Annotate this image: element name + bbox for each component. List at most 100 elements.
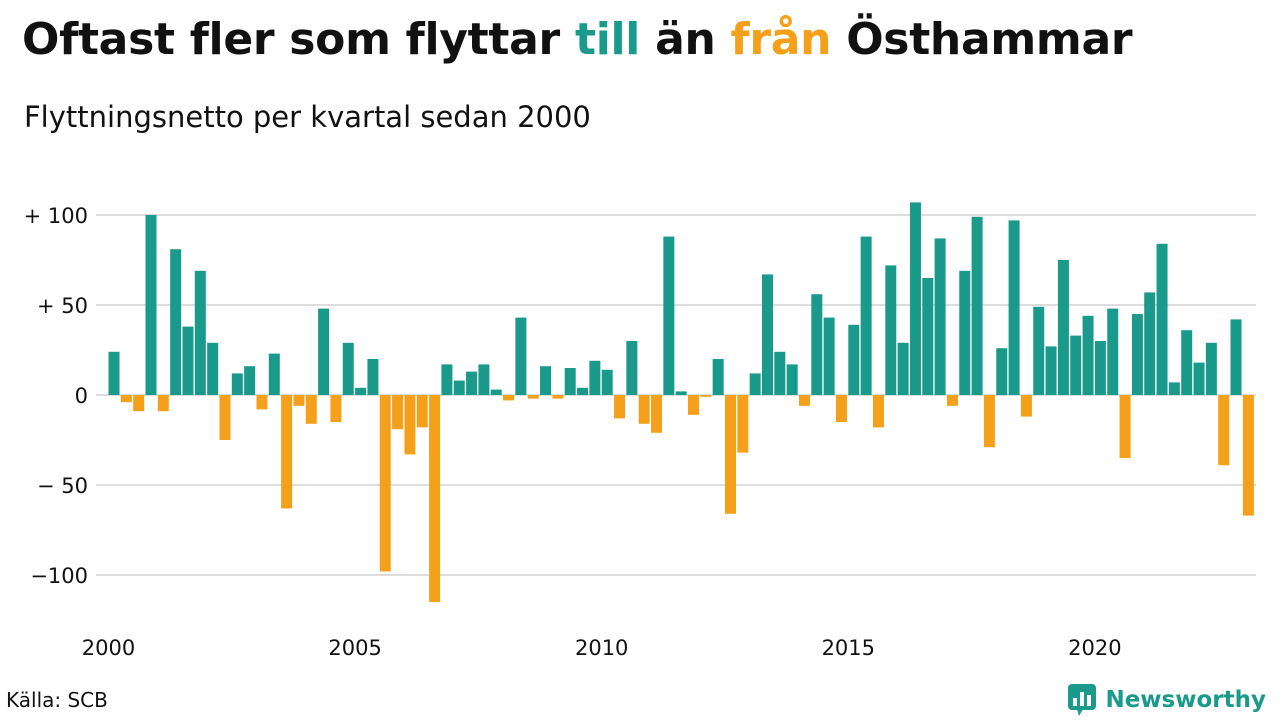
title-part-after: Östhammar bbox=[831, 14, 1133, 65]
bar-2019-k2 bbox=[1057, 260, 1069, 395]
bar-2007-k2 bbox=[466, 371, 478, 395]
bar-2016-k1 bbox=[897, 342, 909, 395]
bar-2001-k1 bbox=[157, 395, 169, 412]
bar-2002-k4 bbox=[244, 366, 256, 395]
bar-2011-k3 bbox=[675, 391, 687, 395]
bar-2019-k3 bbox=[1070, 335, 1082, 395]
x-tick-label: 2000 bbox=[82, 636, 135, 660]
bar-2020-k4 bbox=[1131, 314, 1143, 395]
bar-2002-k3 bbox=[231, 373, 243, 395]
y-tick-label: 0 bbox=[75, 384, 88, 408]
bar-2001-k3 bbox=[182, 326, 194, 395]
bar-2016-k4 bbox=[934, 238, 946, 395]
bar-2014-k1 bbox=[798, 395, 810, 406]
title-word-till: till bbox=[574, 14, 641, 65]
bars bbox=[108, 202, 1254, 602]
bar-2019-k4 bbox=[1082, 315, 1094, 395]
x-axis-ticks: 2000 2005 2010 2015 2020 bbox=[82, 636, 1122, 660]
chart-subtitle: Flyttningsnetto per kvartal sedan 2000 bbox=[24, 100, 591, 134]
bar-2002-k2 bbox=[219, 395, 231, 440]
bar-2022-k2 bbox=[1205, 342, 1217, 395]
bar-2017-k3 bbox=[971, 216, 983, 395]
bar-2015-k2 bbox=[860, 236, 872, 395]
bar-2017-k1 bbox=[946, 395, 958, 406]
bar-2007-k4 bbox=[490, 389, 502, 395]
bar-2009-k1 bbox=[552, 395, 564, 399]
bar-2015-k4 bbox=[885, 265, 897, 395]
source-note: Källa: SCB bbox=[6, 688, 108, 712]
bar-2013-k4 bbox=[786, 364, 798, 395]
title-word-fran: från bbox=[730, 14, 832, 65]
bar-2005-k4 bbox=[392, 395, 404, 430]
bar-2018-k3 bbox=[1020, 395, 1032, 417]
title-part-before: Oftast fler som flyttar bbox=[22, 14, 575, 65]
bar-2021-k1 bbox=[1144, 292, 1156, 395]
bar-2021-k2 bbox=[1156, 243, 1168, 395]
newsworthy-logo: Newsworthy bbox=[1067, 682, 1266, 718]
bar-2009-k2 bbox=[564, 368, 576, 395]
bar-2011-k4 bbox=[688, 395, 700, 415]
bar-2004-k1 bbox=[305, 395, 317, 424]
brand-name: Newsworthy bbox=[1105, 687, 1266, 713]
bar-2017-k2 bbox=[959, 270, 971, 395]
bar-2004-k3 bbox=[330, 395, 342, 422]
bar-2009-k3 bbox=[577, 387, 589, 395]
bar-2008-k3 bbox=[527, 395, 539, 399]
bar-2000-k4 bbox=[145, 215, 157, 395]
bar-2010-k3 bbox=[626, 341, 638, 395]
bar-2018-k2 bbox=[1008, 220, 1020, 395]
bar-2012-k1 bbox=[700, 395, 712, 397]
bar-2008-k4 bbox=[540, 366, 552, 395]
bar-2019-k1 bbox=[1045, 346, 1057, 395]
bar-2014-k2 bbox=[811, 294, 823, 395]
x-tick-label: 2020 bbox=[1068, 636, 1121, 660]
y-tick-label: − 50 bbox=[37, 474, 88, 498]
bar-2006-k2 bbox=[416, 395, 428, 428]
bar-2022-k1 bbox=[1193, 362, 1205, 395]
bar-2021-k3 bbox=[1168, 382, 1180, 395]
bar-2005-k2 bbox=[367, 359, 379, 395]
y-tick-label: + 100 bbox=[24, 204, 88, 228]
bar-2022-k4 bbox=[1230, 319, 1242, 395]
bar-2001-k2 bbox=[170, 249, 182, 395]
bar-2002-k1 bbox=[207, 342, 219, 395]
bar-2012-k3 bbox=[725, 395, 736, 514]
bar-2010-k4 bbox=[638, 395, 650, 424]
bar-2011-k2 bbox=[663, 236, 675, 395]
bar-2023-k1 bbox=[1242, 395, 1254, 516]
bar-2013-k2 bbox=[761, 274, 773, 395]
y-axis-ticks: + 100 + 50 0 − 50 −100 bbox=[24, 204, 88, 588]
bar-2022-k3 bbox=[1218, 395, 1230, 466]
newsworthy-bar-chart-icon bbox=[1068, 684, 1097, 716]
bar-2021-k4 bbox=[1181, 330, 1193, 395]
bar-2009-k4 bbox=[589, 360, 601, 395]
bar-2001-k4 bbox=[194, 270, 206, 395]
bar-2013-k3 bbox=[774, 351, 786, 395]
bar-2010-k2 bbox=[614, 395, 626, 419]
bar-2007-k3 bbox=[478, 364, 490, 395]
bar-2012-k4 bbox=[737, 395, 749, 453]
bar-2018-k4 bbox=[1033, 306, 1045, 395]
bar-2000-k2 bbox=[120, 395, 132, 403]
bar-2003-k1 bbox=[256, 395, 268, 410]
bar-2008-k2 bbox=[515, 317, 527, 395]
bar-2005-k1 bbox=[355, 387, 367, 395]
bar-2018-k1 bbox=[996, 348, 1008, 395]
bar-2008-k1 bbox=[503, 395, 515, 401]
bar-2014-k3 bbox=[823, 317, 835, 395]
bar-2012-k2 bbox=[712, 359, 724, 395]
bar-2013-k1 bbox=[749, 373, 761, 395]
bar-2016-k2 bbox=[909, 202, 921, 395]
x-tick-label: 2005 bbox=[328, 636, 381, 660]
bar-2017-k4 bbox=[983, 395, 995, 448]
bar-2004-k2 bbox=[318, 308, 330, 395]
bar-2006-k4 bbox=[441, 364, 453, 395]
bar-2015-k3 bbox=[872, 395, 884, 428]
bar-2015-k1 bbox=[848, 324, 860, 395]
bar-2020-k1 bbox=[1094, 341, 1106, 395]
bar-2010-k1 bbox=[601, 369, 613, 395]
bar-2004-k4 bbox=[342, 342, 354, 395]
bar-2020-k2 bbox=[1107, 308, 1119, 395]
bar-2003-k3 bbox=[281, 395, 293, 509]
